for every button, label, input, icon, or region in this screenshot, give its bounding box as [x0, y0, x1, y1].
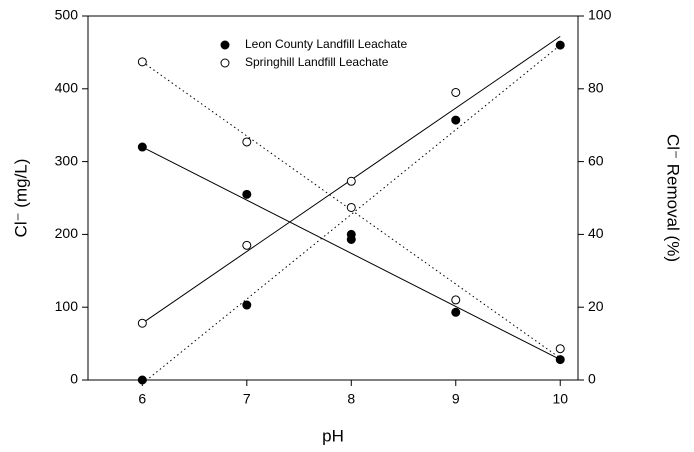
y2-tick-label: 80 [588, 80, 604, 96]
y-tick-label: 100 [55, 298, 79, 314]
fit-line [142, 146, 561, 361]
y-tick-label: 500 [55, 7, 79, 23]
data-point [242, 240, 252, 250]
plot-frame [87, 15, 579, 381]
data-point [451, 115, 461, 125]
x-tick-label: 7 [243, 391, 251, 407]
data-point [242, 137, 252, 147]
legend-marker [220, 58, 230, 68]
y2-tick-label: 20 [588, 298, 604, 314]
data-point [451, 307, 461, 317]
data-point [451, 87, 461, 97]
y-tick-label: 300 [55, 152, 79, 168]
data-point [242, 300, 252, 310]
data-point [555, 355, 565, 365]
y2-axis-label: Cl⁻ Removal (%) [664, 134, 683, 262]
data-point [555, 40, 565, 50]
data-point [137, 318, 147, 328]
x-tick-label: 6 [138, 391, 146, 407]
y-axis-label: Cl⁻ (mg/L) [11, 159, 30, 238]
y-tick-label: 0 [70, 371, 78, 387]
x-tick-label: 9 [452, 391, 460, 407]
y-tick-label: 200 [55, 225, 79, 241]
y-tick-label: 400 [55, 80, 79, 96]
data-point [451, 295, 461, 305]
legend-label: Leon County Landfill Leachate [245, 37, 407, 51]
x-tick-label: 8 [347, 391, 355, 407]
data-point [137, 57, 147, 67]
x-axis-label: pH [322, 426, 344, 445]
y2-tick-label: 60 [588, 152, 604, 168]
y2-tick-label: 100 [588, 7, 612, 23]
legend-marker [220, 40, 230, 50]
data-point [346, 229, 356, 239]
y2-tick-label: 40 [588, 225, 604, 241]
fit-line [142, 44, 561, 385]
y2-tick-label: 0 [588, 371, 596, 387]
data-point [242, 189, 252, 199]
data-point [137, 375, 147, 385]
x-tick-label: 10 [552, 391, 568, 407]
legend-label: Springhill Landfill Leachate [245, 55, 389, 69]
data-point [346, 176, 356, 186]
data-point [346, 202, 356, 212]
data-point [555, 344, 565, 354]
data-point [137, 142, 147, 152]
